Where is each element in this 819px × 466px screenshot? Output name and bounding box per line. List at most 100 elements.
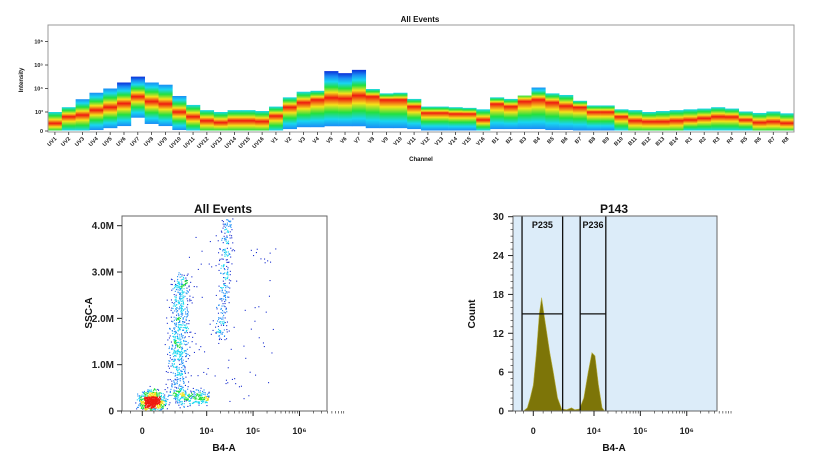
event-dot [177,330,179,332]
event-dot [158,400,160,402]
event-dot [156,405,158,407]
event-dot [182,301,184,303]
event-dot [179,283,181,285]
event-dot [146,400,148,402]
event-dot [177,322,179,324]
event-dot [193,395,195,397]
event-dot [156,403,158,405]
event-dot [186,399,188,401]
event-dot [182,356,184,358]
event-dot [182,387,184,389]
event-dot [185,397,187,399]
event-dot [190,375,192,377]
event-dot [174,359,176,361]
event-dot [171,289,173,291]
event-dot [224,306,226,308]
event-dot [172,312,174,314]
event-dot [180,377,182,379]
event-dot [223,249,225,251]
channel-column-b9 [600,105,615,131]
event-dot [180,369,182,371]
event-dot [184,332,186,334]
event-dot [179,347,181,349]
event-dot [240,385,242,387]
event-dot [201,392,203,394]
channel-label: B8 [588,136,597,145]
event-dot [171,386,173,388]
event-dot [180,358,182,360]
event-dot [180,273,182,275]
event-dot [177,278,179,280]
event-dot [208,395,210,397]
event-dot [176,310,178,312]
event-dot [194,392,196,394]
event-dot [137,395,139,397]
event-dot [173,356,175,358]
channel-column-b8 [586,105,601,131]
event-dot [228,220,230,222]
event-dot [159,404,161,406]
event-dot [181,276,183,278]
event-dot [193,286,195,288]
channel-column-v13 [434,106,449,131]
event-dot [170,388,172,390]
event-dot [141,394,143,396]
event-dot [140,398,142,400]
event-dot [173,380,175,382]
event-dot [181,348,183,350]
event-dot [150,396,152,398]
event-dot [150,400,152,402]
event-dot [180,333,182,335]
event-dot [225,307,227,309]
event-dot [182,329,184,331]
event-dot [187,304,189,306]
event-dot [223,314,225,316]
event-dot [181,387,183,389]
event-dot [181,283,183,285]
event-dot [225,299,227,301]
event-dot [207,398,209,400]
event-dot [176,335,178,337]
event-dot [158,394,160,396]
event-dot [180,351,182,353]
event-dot [219,260,221,262]
event-dot [176,337,178,339]
channel-column-b5 [545,93,560,131]
event-dot [135,402,137,404]
event-dot [141,398,143,400]
event-dot [180,389,182,391]
event-dot [269,280,271,282]
event-dot [227,272,229,274]
channel-column-v6 [338,73,353,127]
event-dot [182,392,184,394]
event-dot [157,407,159,409]
event-dot [176,380,178,382]
event-dot [136,406,138,408]
event-dot [145,401,147,403]
event-dot [186,326,188,328]
event-dot [218,285,220,287]
event-dot [141,402,143,404]
event-dot [176,365,178,367]
event-dot [187,291,189,293]
event-dot [181,286,183,288]
channel-label: UV6 [116,136,128,148]
event-dot [166,400,168,402]
event-dot [188,395,190,397]
event-dot [224,303,226,305]
event-dot [175,343,177,345]
channel-column-v3 [296,91,311,128]
event-dot [176,387,178,389]
event-dot [144,397,146,399]
event-dot [184,284,186,286]
event-dot [184,367,186,369]
event-dot [230,247,232,249]
event-dot [200,396,202,398]
event-dot [153,388,155,390]
event-dot [226,273,228,275]
event-dot [224,339,226,341]
event-dot [181,306,183,308]
event-dot [145,407,147,409]
event-dot [182,300,184,302]
event-dot [199,394,201,396]
